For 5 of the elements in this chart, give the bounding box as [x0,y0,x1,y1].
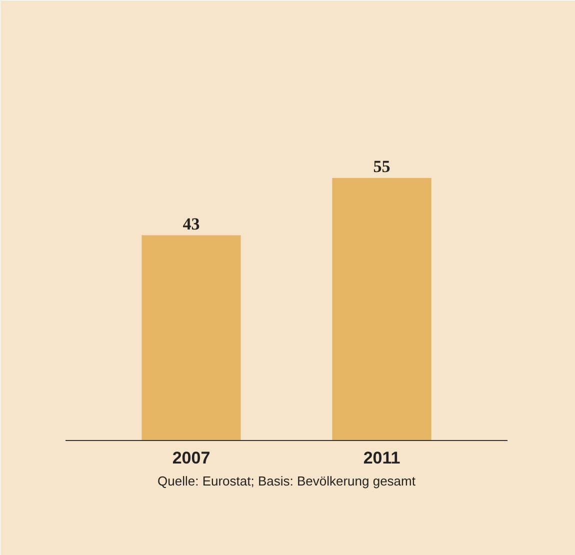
data-label: 43 [182,214,200,234]
x-tick-label: 2011 [363,448,400,468]
source-note: Quelle: Eurostat; Basis: Bevölkerung gesamt [158,474,416,488]
x-tick-label: 2007 [172,448,210,468]
data-label: 55 [373,157,390,176]
